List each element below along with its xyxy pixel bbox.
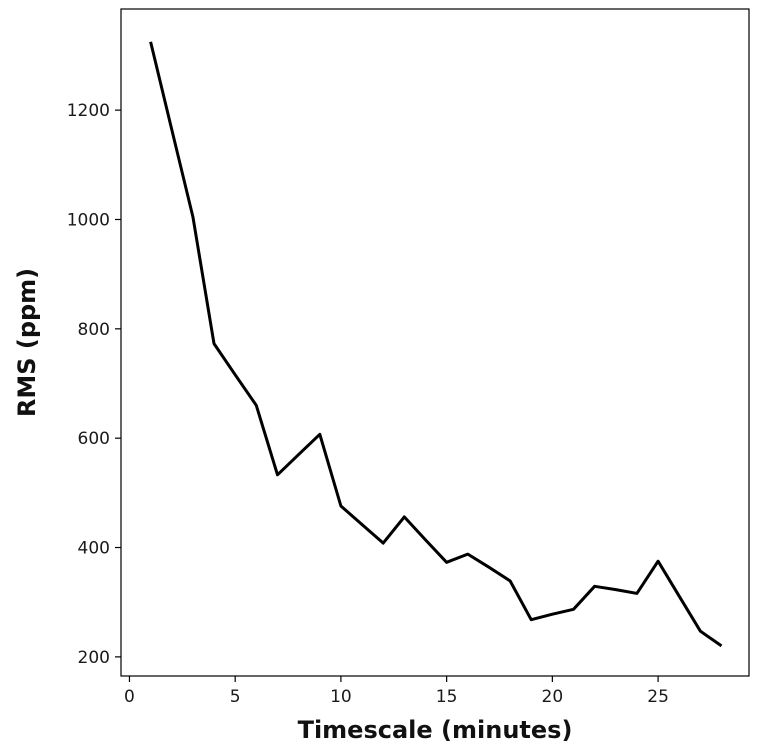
y-tick-label: 400 (78, 539, 110, 559)
y-tick-label: 1000 (67, 210, 110, 230)
x-tick-label: 0 (124, 687, 135, 707)
plot-marks (149, 41, 723, 648)
x-axis-ticks: 0 5 10 15 20 25 (124, 676, 669, 707)
x-axis-title: Timescale (minutes) (298, 716, 573, 744)
x-tick-label: 20 (542, 687, 564, 707)
plot-frame (120, 8, 750, 677)
x-tick-label: 10 (330, 687, 352, 707)
series-line-1 (149, 41, 723, 648)
x-tick-label: 25 (647, 687, 669, 707)
x-tick-label: 15 (436, 687, 458, 707)
y-tick-label: 800 (78, 320, 110, 340)
x-tick-label: 5 (230, 687, 241, 707)
y-axis-ticks: 200 400 600 800 1000 1200 (67, 101, 121, 668)
y-tick-label: 200 (78, 648, 110, 668)
y-tick-label: 1200 (67, 101, 110, 121)
y-axis-title: RMS (ppm) (13, 268, 41, 417)
y-tick-label: 600 (78, 429, 110, 449)
